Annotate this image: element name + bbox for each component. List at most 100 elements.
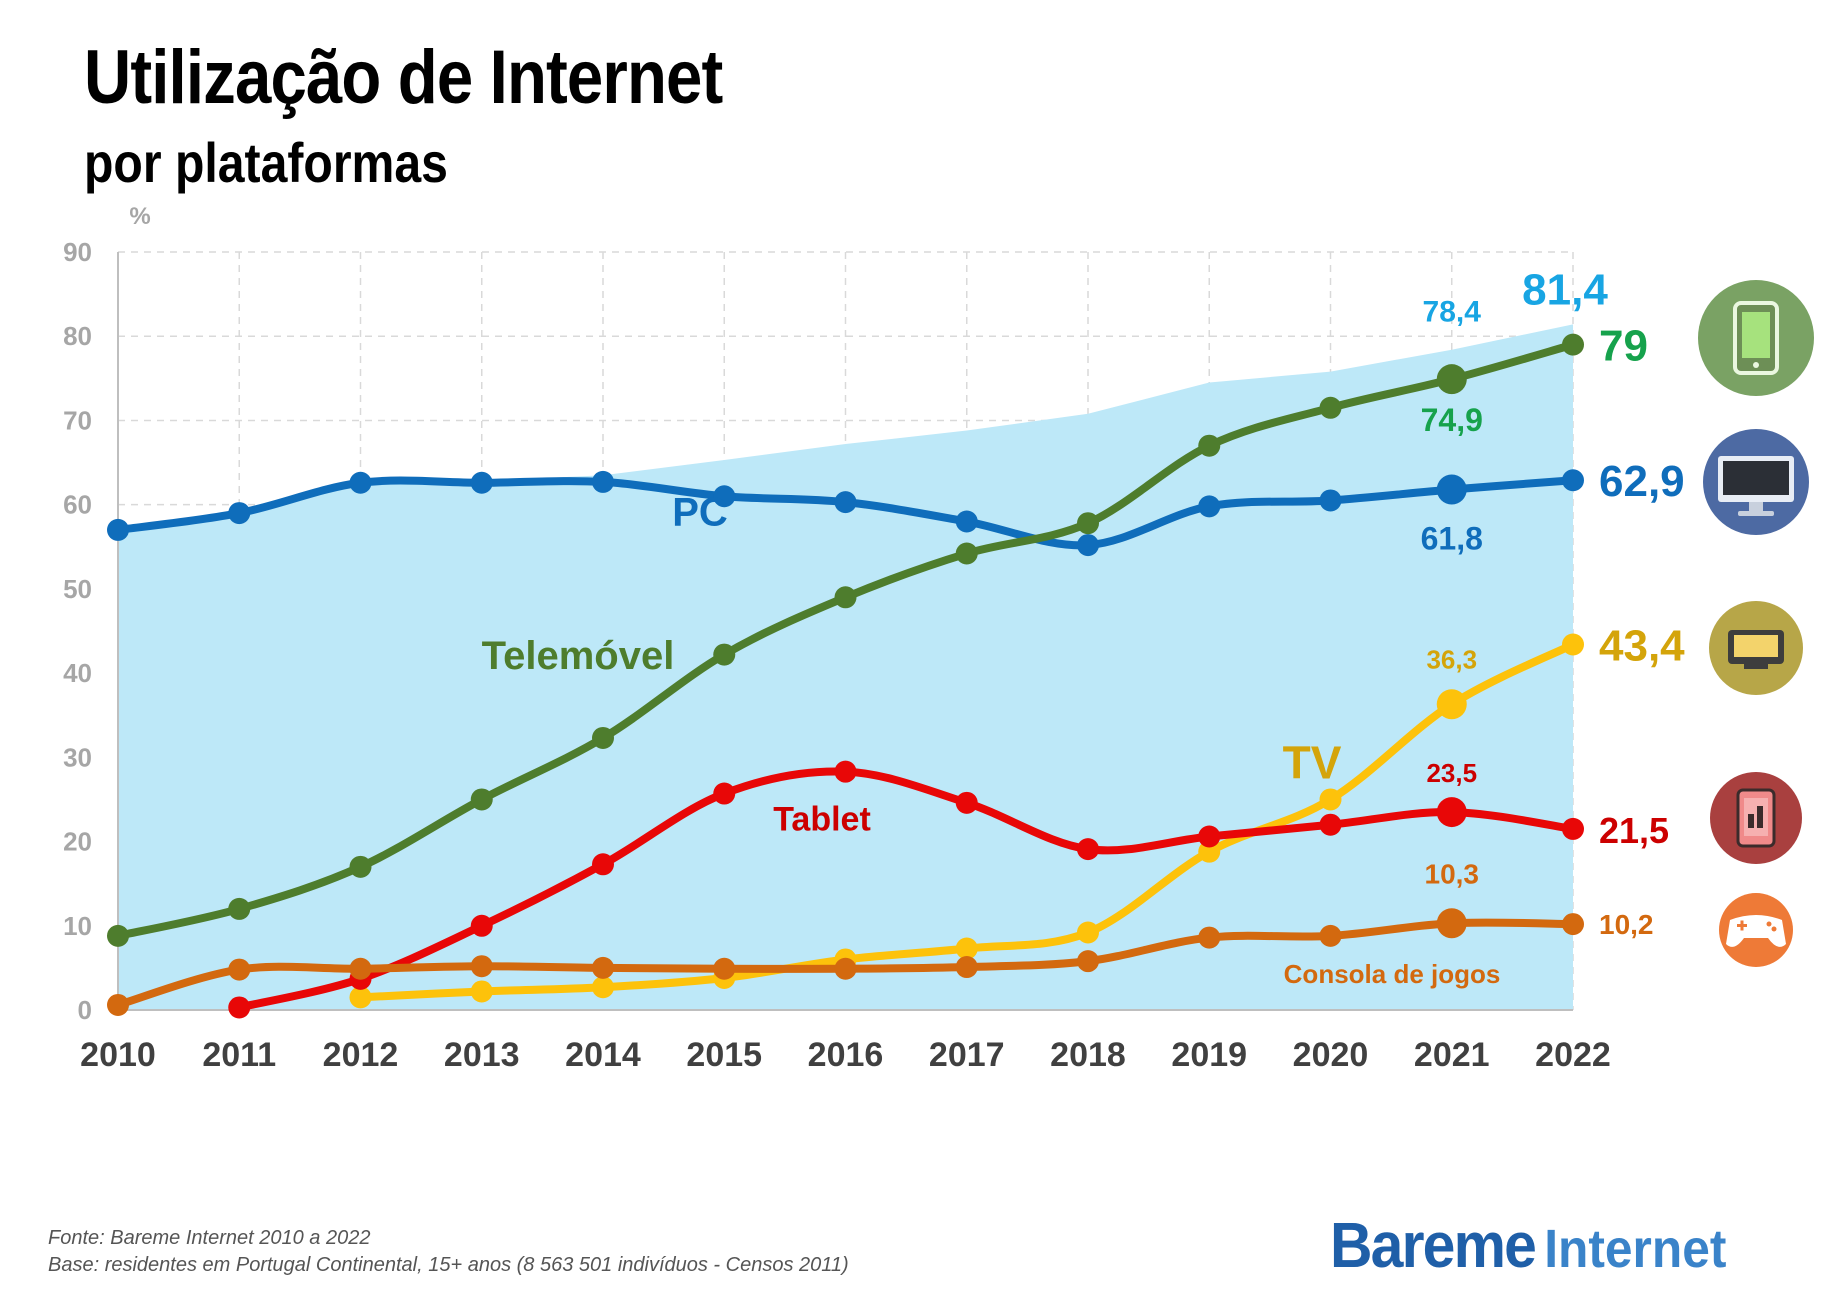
point-consola-de-jogos [834, 957, 857, 980]
series-lines [107, 333, 1584, 1019]
point-tablet [1198, 825, 1221, 848]
x-tick-label: 2016 [808, 1036, 884, 1074]
chart-axes: 0 10 20 30 40 50 60 70 80 90 2010 2011 2012 2013 2014 2… [63, 203, 1611, 1074]
point-pc [349, 471, 372, 494]
series-line-tablet [235, 767, 1577, 1012]
point-telemovel [592, 726, 614, 749]
point-consola-de-jogos [1562, 913, 1584, 936]
point-tablet [955, 791, 978, 814]
x-tick-label: 2015 [686, 1036, 762, 1074]
y-tick-label: 30 [63, 742, 92, 772]
value-label-consola-de-jogos-2021: 10,3 [1425, 858, 1480, 889]
value-label-telemovel-2022: 79 [1599, 322, 1648, 371]
tv-screen [1734, 635, 1778, 657]
x-tick-label: 2012 [323, 1036, 399, 1074]
point-tablet [470, 914, 493, 937]
point-telemovel [228, 897, 251, 920]
point-tv [1562, 633, 1584, 656]
y-tick-label: 20 [63, 827, 92, 857]
point-tv [1077, 921, 1099, 944]
y-tick-label: 80 [63, 321, 92, 351]
point-consola-de-jogos [955, 956, 978, 979]
gamepad-dpad-v [1740, 920, 1744, 931]
tv-icon [1709, 601, 1803, 695]
point-consola-de-jogos [1077, 950, 1099, 973]
point-consola-de-jogos [1436, 908, 1467, 939]
value-label-telemovel-2021: 74,9 [1421, 402, 1483, 438]
point-telemovel [1436, 364, 1467, 395]
value-label-tablet-2021: 23,5 [1426, 758, 1477, 788]
point-pc [1319, 489, 1342, 512]
monitor-neck [1749, 502, 1763, 512]
series-name-tablet: Tablet [773, 801, 871, 839]
point-pc [470, 471, 493, 494]
monitor-screen [1723, 461, 1789, 495]
point-telemovel [955, 542, 978, 565]
point-pc [1077, 534, 1099, 557]
point-tv [1198, 840, 1221, 863]
point-tv [1436, 689, 1467, 720]
point-pc [592, 470, 614, 493]
point-telemovel [713, 643, 736, 666]
x-tick-label: 2010 [80, 1036, 156, 1074]
point-telemovel [1198, 434, 1221, 457]
base-note: Base: residentes em Portugal Continental… [48, 1254, 849, 1276]
value-label-tablet-2022: 21,5 [1599, 810, 1669, 851]
point-telemovel [1562, 333, 1584, 356]
point-consola-de-jogos [107, 993, 129, 1016]
point-tablet [1077, 838, 1099, 861]
point-pc [228, 502, 251, 525]
point-tv [470, 980, 493, 1003]
platform-icons [1698, 280, 1814, 967]
point-consola-de-jogos [592, 956, 614, 979]
point-consola-de-jogos [1198, 926, 1221, 949]
value-label-pc-2021: 61,8 [1421, 521, 1483, 557]
point-telemovel [1319, 396, 1342, 419]
brand-sub: Internet [1544, 1219, 1727, 1279]
point-pc [107, 518, 129, 541]
x-tick-label: 2013 [444, 1036, 520, 1074]
x-tick-label: 2021 [1414, 1036, 1490, 1074]
point-telemovel [107, 924, 129, 947]
point-tablet [228, 996, 251, 1019]
series-name-consola: Consola de jogos [1284, 959, 1501, 989]
y-axis-unit-label: % [129, 203, 150, 230]
value-label-tv-2022: 43,4 [1599, 621, 1685, 670]
series-name-tv: TV [1283, 736, 1342, 788]
point-pc [1198, 495, 1221, 518]
area-label-2021: 78,4 [1423, 296, 1482, 329]
tablet-icon [1710, 772, 1802, 864]
data-labels: 78,4 81,4 PC Telemóvel TV Tablet Consola de jo… [482, 265, 1686, 989]
source-note: Fonte: Bareme Internet 2010 a 2022 [48, 1227, 371, 1249]
x-tick-label: 2022 [1535, 1036, 1611, 1074]
chart-title: Utilização de Internet [84, 35, 723, 120]
point-tablet [713, 782, 736, 805]
value-label-consola-de-jogos-2022: 10,2 [1599, 909, 1654, 940]
point-pc [955, 510, 978, 533]
value-label-pc-2022: 62,9 [1599, 457, 1685, 506]
point-consola-de-jogos [228, 958, 251, 981]
x-tick-label: 2011 [202, 1036, 276, 1074]
point-telemovel [1077, 512, 1099, 535]
x-tick-label: 2020 [1293, 1036, 1369, 1074]
gamepad-icon [1719, 893, 1793, 967]
point-tablet [834, 760, 857, 783]
line-chart: 0 10 20 30 40 50 60 70 80 90 2010 2011 2012 2013 2014 2… [63, 203, 1814, 1074]
point-consola-de-jogos [470, 955, 493, 978]
point-consola-de-jogos [713, 957, 736, 980]
point-pc [834, 491, 857, 514]
smartphone-icon [1698, 280, 1814, 396]
point-consola-de-jogos [1319, 924, 1342, 947]
chart-subtitle: por plataformas [84, 131, 448, 194]
area-label-2022: 81,4 [1522, 265, 1608, 314]
point-tablet [592, 853, 614, 876]
point-tablet [1319, 813, 1342, 836]
y-tick-label: 50 [63, 574, 92, 604]
x-tick-label: 2017 [929, 1036, 1005, 1074]
point-telemovel [349, 855, 372, 878]
point-telemovel [834, 586, 857, 609]
point-pc [713, 485, 736, 508]
point-tablet [1562, 817, 1584, 840]
desktop-monitor-icon [1703, 429, 1809, 535]
point-tv [1319, 788, 1342, 811]
